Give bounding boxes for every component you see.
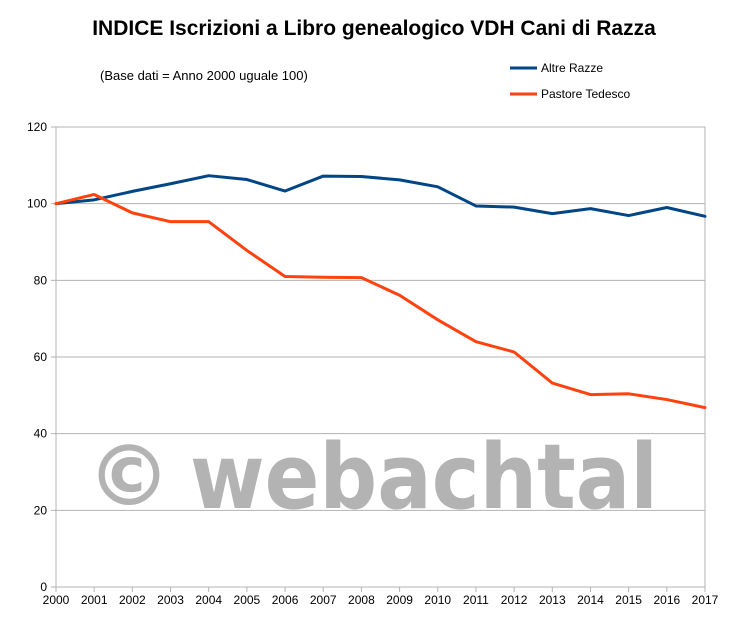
watermark-copyright-symbol: ©	[87, 427, 171, 525]
chart-subtitle: (Base dati = Anno 2000 uguale 100)	[100, 68, 308, 83]
gridlines	[56, 126, 705, 511]
x-tick-label: 2012	[501, 593, 528, 607]
watermark-text: webachtal	[190, 425, 658, 530]
series-line-pastore-tedesco	[54, 192, 707, 410]
y-tick-label: 60	[34, 350, 48, 364]
x-tick-label: 2002	[119, 593, 146, 607]
x-tick-label: 2007	[310, 593, 337, 607]
x-tick-label: 2014	[577, 593, 604, 607]
y-tick-label: 40	[34, 427, 48, 441]
legend: Altre Razze Pastore Tedesco	[510, 61, 630, 101]
y-tick-labels: 0 20 40 60 80 100 120	[27, 120, 47, 594]
data-series	[54, 174, 707, 410]
x-tick-label: 2015	[615, 593, 642, 607]
x-tick-label: 2008	[348, 593, 375, 607]
x-tick-label: 2017	[692, 593, 719, 607]
x-tick-label: 2001	[81, 593, 108, 607]
x-tick-label: 2013	[539, 593, 566, 607]
legend-label-pastore-tedesco: Pastore Tedesco	[541, 87, 630, 101]
watermark: © webachtal	[87, 425, 658, 530]
chart-title: INDICE Iscrizioni a Libro genealogico VD…	[92, 17, 656, 40]
x-tick-label: 2011	[463, 593, 489, 607]
x-tick-label: 2000	[43, 593, 70, 607]
y-tick-label: 20	[34, 503, 48, 517]
x-tick-label: 2005	[234, 593, 261, 607]
x-tick-label: 2010	[424, 593, 451, 607]
y-tick-label: 120	[27, 120, 47, 134]
x-tick-label: 2006	[272, 593, 299, 607]
y-tick-label: 0	[40, 580, 47, 594]
x-tick-label: 2004	[195, 593, 222, 607]
x-tick-label: 2009	[386, 593, 413, 607]
legend-label-altre-razze: Altre Razze	[541, 61, 603, 75]
axes	[51, 126, 706, 592]
x-tick-label: 2016	[653, 593, 680, 607]
x-tick-labels: 2000 2001 2002 2003 2004 2005 2006 2007 2008 2009…	[43, 593, 719, 607]
x-tick-label: 2003	[157, 593, 184, 607]
y-tick-label: 80	[34, 273, 48, 287]
y-tick-label: 100	[27, 197, 47, 211]
series-line-altre-razze	[54, 174, 707, 218]
